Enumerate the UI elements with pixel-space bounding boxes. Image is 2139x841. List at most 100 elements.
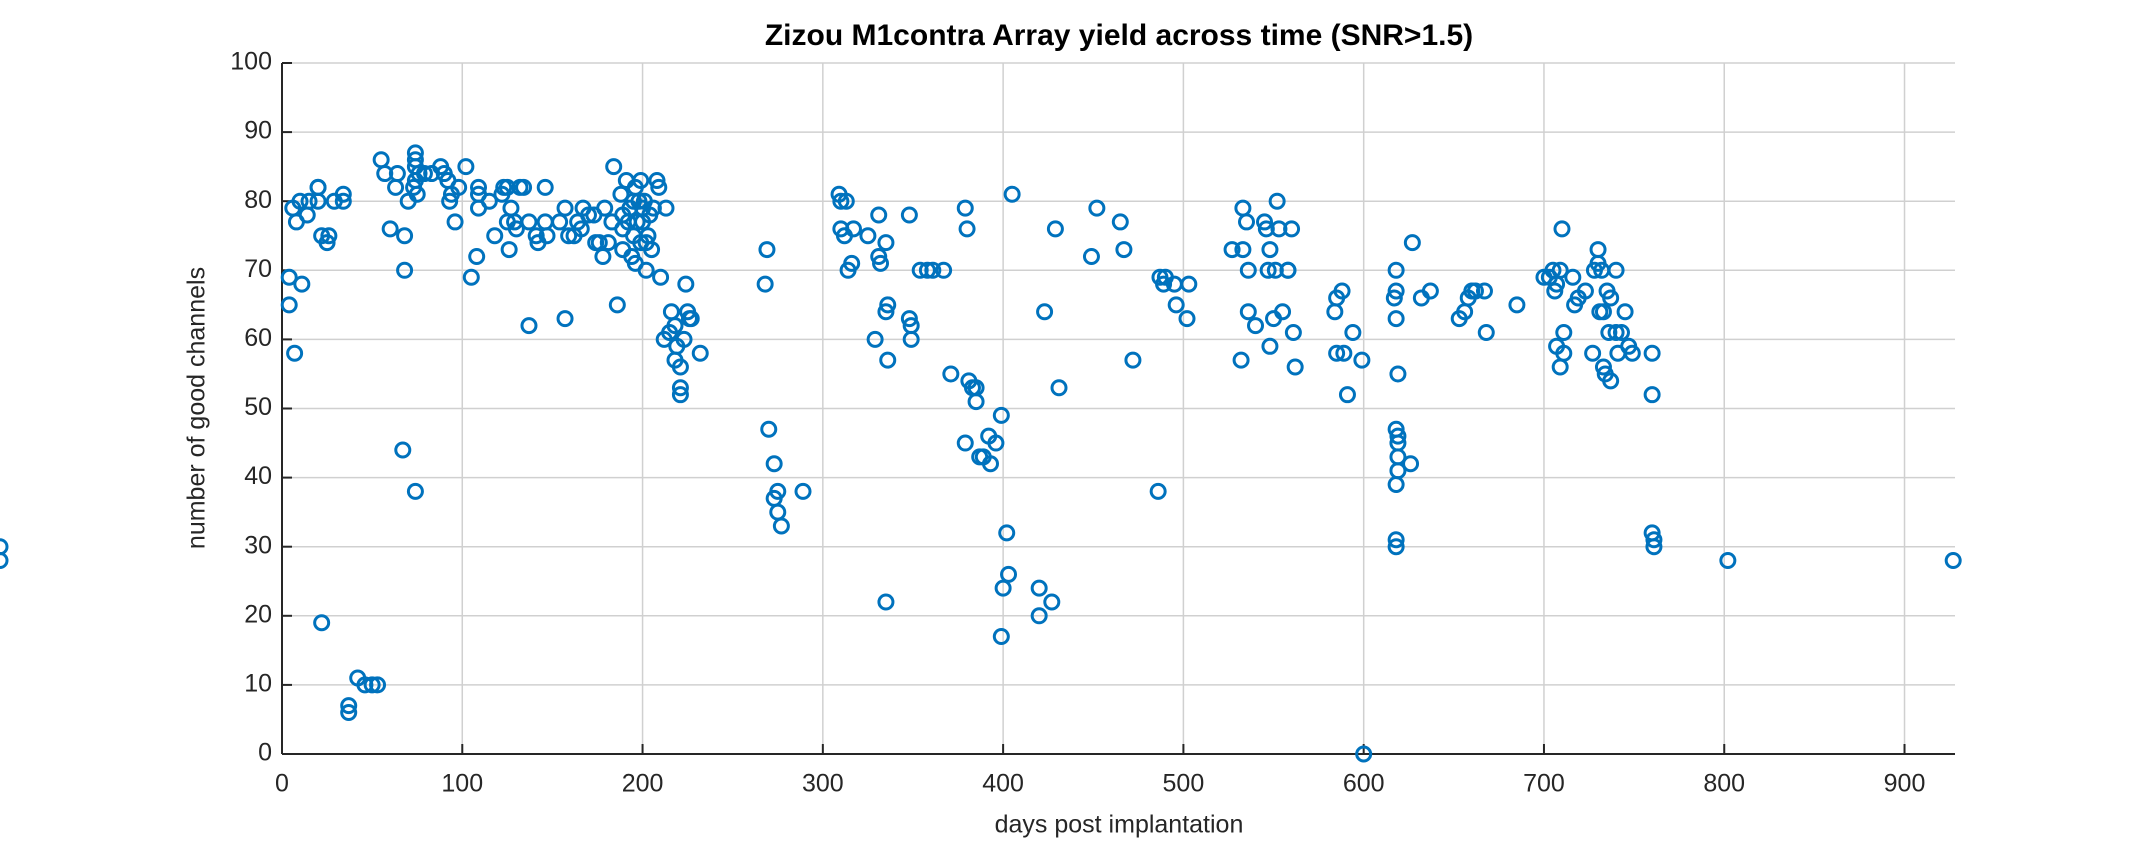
point [637, 261, 655, 279]
point [1477, 323, 1495, 341]
point [1149, 482, 1167, 500]
point [406, 482, 424, 500]
point [1178, 310, 1196, 328]
point [1645, 538, 1663, 556]
point [760, 420, 778, 438]
y-tick-label: 20 [244, 600, 272, 628]
point [1607, 323, 1625, 341]
point [1551, 261, 1569, 279]
point [657, 199, 675, 217]
point [772, 517, 790, 535]
point [1387, 476, 1405, 494]
point [1111, 213, 1129, 231]
point [677, 275, 695, 293]
point [480, 192, 498, 210]
point [1602, 372, 1620, 390]
point [560, 227, 578, 245]
point [1088, 199, 1106, 217]
point [1589, 241, 1607, 259]
point [675, 330, 693, 348]
point [942, 365, 960, 383]
point [394, 441, 412, 459]
point [958, 220, 976, 238]
point [837, 192, 855, 210]
point [628, 213, 646, 231]
point [1403, 234, 1421, 252]
point [879, 351, 897, 369]
point [1036, 303, 1054, 321]
point [1284, 323, 1302, 341]
point [1247, 317, 1265, 335]
point [1387, 538, 1405, 556]
point [870, 247, 888, 265]
point [1602, 289, 1620, 307]
point [843, 254, 861, 272]
point [286, 344, 304, 362]
point [1234, 241, 1252, 259]
y-tick-label: 30 [244, 531, 272, 559]
point [1003, 185, 1021, 203]
point [1286, 358, 1304, 376]
point [551, 213, 569, 231]
point [1387, 261, 1405, 279]
point [877, 234, 895, 252]
point [536, 178, 554, 196]
point [1268, 192, 1286, 210]
point [1475, 282, 1493, 300]
point [280, 268, 298, 286]
point [765, 455, 783, 473]
point [520, 317, 538, 335]
point [1335, 344, 1353, 362]
point [1283, 220, 1301, 238]
point [556, 199, 574, 217]
point [608, 296, 626, 314]
point [1553, 220, 1571, 238]
point [468, 247, 486, 265]
point [1256, 213, 1274, 231]
point [1389, 365, 1407, 383]
point [527, 227, 545, 245]
point [396, 227, 414, 245]
point [500, 241, 518, 259]
point [1043, 593, 1061, 611]
point [1612, 323, 1630, 341]
point [682, 310, 700, 328]
y-tick-label: 90 [244, 117, 272, 145]
point [879, 296, 897, 314]
x-tick-label: 800 [1703, 770, 1745, 798]
point [998, 524, 1016, 542]
point [1607, 261, 1625, 279]
point [1623, 344, 1641, 362]
x-axis-label: days post implantation [995, 811, 1244, 839]
point [1421, 282, 1439, 300]
point [1353, 351, 1371, 369]
point [457, 158, 475, 176]
point [369, 676, 387, 694]
point [396, 261, 414, 279]
point [1576, 282, 1594, 300]
y-tick-label: 70 [244, 255, 272, 283]
point [515, 178, 533, 196]
point [1944, 552, 1962, 570]
point [1261, 337, 1279, 355]
point [1355, 745, 1373, 763]
point [1046, 220, 1064, 238]
point [1115, 241, 1133, 259]
point [1082, 247, 1100, 265]
y-tick-label: 60 [244, 324, 272, 352]
point [1333, 282, 1351, 300]
point [293, 275, 311, 293]
point [408, 185, 426, 203]
point [1261, 241, 1279, 259]
point [300, 192, 318, 210]
point [1555, 323, 1573, 341]
point [0, 538, 9, 556]
point [1643, 386, 1661, 404]
point [1232, 351, 1250, 369]
point [648, 171, 666, 189]
y-tick-label: 100 [230, 48, 272, 76]
point [446, 213, 464, 231]
point [309, 192, 327, 210]
